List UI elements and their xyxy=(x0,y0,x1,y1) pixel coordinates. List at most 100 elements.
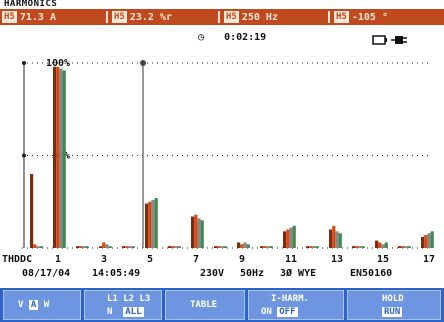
bar-9-s0 xyxy=(237,242,241,248)
status-time: 14:05:49 xyxy=(92,268,141,279)
bar-1-s1 xyxy=(56,66,60,248)
bar-17-s1 xyxy=(424,235,428,248)
x-tick-label: 13 xyxy=(331,254,343,265)
vaw-selected: A xyxy=(28,300,39,310)
bar-16-s0 xyxy=(398,246,402,248)
bar-7-s3 xyxy=(200,220,204,248)
vaw-label: V A W xyxy=(18,300,49,310)
status-frequency: 50Hz xyxy=(240,268,265,279)
bar-6-s1 xyxy=(171,246,175,248)
title-bar: HARMONICS xyxy=(0,0,444,9)
bar-8-s2 xyxy=(220,246,224,248)
bar-3-s1 xyxy=(102,242,106,248)
bar-7-s1 xyxy=(194,214,198,248)
x-tick-label: 15 xyxy=(377,254,389,265)
bar-11-s2 xyxy=(289,227,293,248)
bar-6-s2 xyxy=(174,246,178,248)
bar-5-s3 xyxy=(154,198,158,248)
bar-11-s1 xyxy=(286,229,290,248)
hold-label: HOLD xyxy=(382,294,404,304)
reading-tag: H5 xyxy=(112,11,127,23)
bar-14-s2 xyxy=(358,246,362,248)
bar-5-s0 xyxy=(145,203,149,248)
bar-12-s0 xyxy=(306,246,310,248)
bar-2-s1 xyxy=(79,246,83,248)
softkey-hold-run[interactable]: HOLD RUN xyxy=(347,290,441,320)
bar-THDDC-s2 xyxy=(36,246,40,248)
bar-4-s1 xyxy=(125,246,129,248)
bar-17-s3 xyxy=(430,231,434,248)
battery-icon xyxy=(372,35,387,45)
timer: ◷ 0:02:19 xyxy=(198,32,266,43)
bar-8-s1 xyxy=(217,246,221,248)
bar-4-s0 xyxy=(122,246,126,248)
softkey-i-harm[interactable]: I-HARM. ON OFF xyxy=(248,290,344,320)
phase-line1: L1 L2 L3 xyxy=(107,294,151,304)
bar-7-s0 xyxy=(191,216,195,248)
reading-tag: H5 xyxy=(334,11,349,23)
bar-14-s3 xyxy=(361,246,365,248)
bar-16-s1 xyxy=(401,246,405,248)
iharm-off: OFF xyxy=(277,307,298,317)
bar-THDDC-s0 xyxy=(30,174,34,248)
x-tick-label: THDDC xyxy=(2,254,32,265)
bar-13-s1 xyxy=(332,225,336,248)
iharm-line1: I-HARM. xyxy=(271,294,309,304)
bar-16-s2 xyxy=(404,246,408,248)
bar-2-s2 xyxy=(82,246,86,248)
bar-9-s1 xyxy=(240,244,244,248)
bar-13-s0 xyxy=(329,229,333,248)
vaw-v: V xyxy=(18,300,24,310)
bar-3-s2 xyxy=(105,244,109,248)
bar-10-s2 xyxy=(266,246,270,248)
bar-4-s3 xyxy=(131,246,135,248)
bar-4-s2 xyxy=(128,246,132,248)
divider xyxy=(106,11,108,23)
bar-THDDC-s1 xyxy=(33,244,37,248)
bar-8-s3 xyxy=(223,246,227,248)
bar-12-s2 xyxy=(312,246,316,248)
run-selected: RUN xyxy=(382,307,403,317)
reading-phase: H5 -105 ° xyxy=(334,10,388,24)
divider xyxy=(328,11,330,23)
timer-icon: ◷ xyxy=(198,32,205,43)
bar-7-s2 xyxy=(197,218,201,248)
phase-all: ALL xyxy=(123,307,144,317)
reading-current: H5 71.3 A xyxy=(2,10,56,24)
readings-bar: H5 71.3 A H5 23.2 %r H5 250 Hz H5 -105 ° xyxy=(0,9,444,25)
softkey-phase-select[interactable]: L1 L2 L3 N ALL xyxy=(84,290,162,320)
bar-1-s0 xyxy=(53,66,57,248)
bar-9-s3 xyxy=(246,244,250,248)
bar-17-s2 xyxy=(427,233,431,248)
bar-15-s0 xyxy=(375,240,379,248)
timer-value: 0:02:19 xyxy=(224,32,267,43)
bar-17-s0 xyxy=(421,236,425,248)
bar-3-s3 xyxy=(108,246,112,248)
reading-percent: H5 23.2 %r xyxy=(112,10,172,24)
status-icons xyxy=(372,35,407,45)
bar-10-s1 xyxy=(263,246,267,248)
x-tick-label: 1 xyxy=(55,254,61,265)
x-tick-label: 3 xyxy=(101,254,107,265)
softkey-table[interactable]: TABLE xyxy=(165,290,245,320)
bar-THDDC-s3 xyxy=(39,246,43,248)
bar-6-s3 xyxy=(177,246,181,248)
cursor-handle-top xyxy=(140,60,146,66)
bar-13-s3 xyxy=(338,233,342,248)
reading-value: 23.2 %r xyxy=(129,11,172,23)
bar-12-s1 xyxy=(309,246,313,248)
bar-15-s3 xyxy=(384,242,388,248)
bar-10-s0 xyxy=(260,246,264,248)
softkey-vaw[interactable]: V A W xyxy=(3,290,81,320)
bar-2-s0 xyxy=(76,246,80,248)
run-label: RUN xyxy=(382,307,403,317)
bar-16-s3 xyxy=(407,246,411,248)
reading-tag: H5 xyxy=(2,11,17,23)
bar-15-s2 xyxy=(381,244,385,248)
status-voltage: 230V xyxy=(200,268,225,279)
bar-15-s1 xyxy=(378,242,382,248)
bar-5-s2 xyxy=(151,199,155,248)
iharm-line2: ON OFF xyxy=(261,307,298,317)
